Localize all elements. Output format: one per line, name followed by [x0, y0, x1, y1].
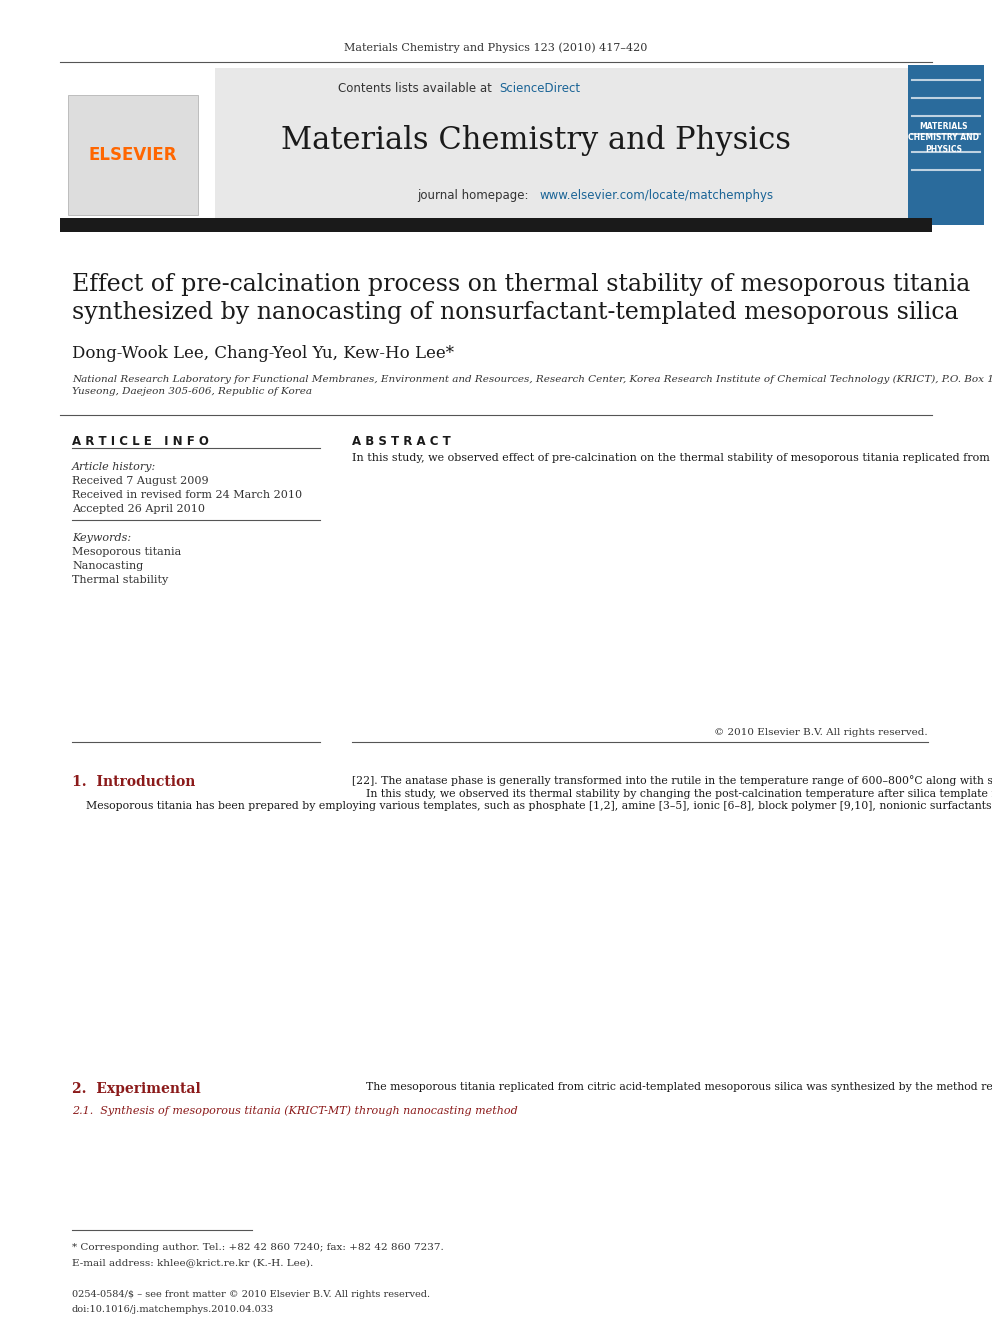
- Text: The mesoporous titania replicated from citric acid-templated mesoporous silica w: The mesoporous titania replicated from c…: [352, 1082, 992, 1091]
- Text: Accepted 26 April 2010: Accepted 26 April 2010: [72, 504, 205, 515]
- Bar: [60, 67, 932, 230]
- Text: ScienceDirect: ScienceDirect: [499, 82, 580, 94]
- Text: 0254-0584/$ – see front matter © 2010 Elsevier B.V. All rights reserved.: 0254-0584/$ – see front matter © 2010 El…: [72, 1290, 431, 1299]
- Text: Materials Chemistry and Physics: Materials Chemistry and Physics: [281, 124, 791, 156]
- Text: Received 7 August 2009: Received 7 August 2009: [72, 476, 208, 486]
- Text: Nanocasting: Nanocasting: [72, 561, 143, 572]
- Bar: [60, 67, 215, 230]
- Bar: [60, 218, 932, 232]
- Bar: [68, 95, 198, 216]
- Text: 2.1.  Synthesis of mesoporous titania (KRICT-MT) through nanocasting method: 2.1. Synthesis of mesoporous titania (KR…: [72, 1105, 518, 1115]
- Text: ELSEVIER: ELSEVIER: [88, 146, 178, 164]
- Text: Thermal stability: Thermal stability: [72, 576, 169, 585]
- Text: Contents lists available at: Contents lists available at: [338, 82, 496, 94]
- Text: © 2010 Elsevier B.V. All rights reserved.: © 2010 Elsevier B.V. All rights reserved…: [714, 728, 928, 737]
- Text: 1.  Introduction: 1. Introduction: [72, 775, 195, 789]
- Bar: [908, 65, 984, 225]
- Text: journal homepage:: journal homepage:: [417, 188, 536, 201]
- Text: Dong-Wook Lee, Chang-Yeol Yu, Kew-Ho Lee*: Dong-Wook Lee, Chang-Yeol Yu, Kew-Ho Lee…: [72, 345, 454, 363]
- Text: National Research Laboratory for Functional Membranes, Environment and Resources: National Research Laboratory for Functio…: [72, 374, 992, 396]
- Text: Mesoporous titania has been prepared by employing various templates, such as pho: Mesoporous titania has been prepared by …: [72, 800, 992, 811]
- Text: A B S T R A C T: A B S T R A C T: [352, 435, 450, 448]
- Text: Materials Chemistry and Physics 123 (2010) 417–420: Materials Chemistry and Physics 123 (201…: [344, 42, 648, 53]
- Text: Article history:: Article history:: [72, 462, 157, 472]
- Text: MATERIALS
CHEMISTRY AND
PHYSICS: MATERIALS CHEMISTRY AND PHYSICS: [909, 122, 979, 155]
- Text: Keywords:: Keywords:: [72, 533, 131, 542]
- Text: In this study, we observed effect of pre-calcination on the thermal stability of: In this study, we observed effect of pre…: [352, 452, 992, 463]
- Text: doi:10.1016/j.matchemphys.2010.04.033: doi:10.1016/j.matchemphys.2010.04.033: [72, 1304, 274, 1314]
- Text: Received in revised form 24 March 2010: Received in revised form 24 March 2010: [72, 490, 303, 500]
- Text: * Corresponding author. Tel.: +82 42 860 7240; fax: +82 42 860 7237.: * Corresponding author. Tel.: +82 42 860…: [72, 1244, 443, 1252]
- Text: Effect of pre-calcination process on thermal stability of mesoporous titania
syn: Effect of pre-calcination process on the…: [72, 273, 970, 324]
- Text: [22]. The anatase phase is generally transformed into the rutile in the temperat: [22]. The anatase phase is generally tra…: [352, 775, 992, 799]
- Text: A R T I C L E   I N F O: A R T I C L E I N F O: [72, 435, 209, 448]
- Text: E-mail address: khlee@krict.re.kr (K.-H. Lee).: E-mail address: khlee@krict.re.kr (K.-H.…: [72, 1258, 313, 1267]
- Text: www.elsevier.com/locate/matchemphys: www.elsevier.com/locate/matchemphys: [539, 188, 773, 201]
- Text: Mesoporous titania: Mesoporous titania: [72, 546, 182, 557]
- Text: 2.  Experimental: 2. Experimental: [72, 1082, 200, 1095]
